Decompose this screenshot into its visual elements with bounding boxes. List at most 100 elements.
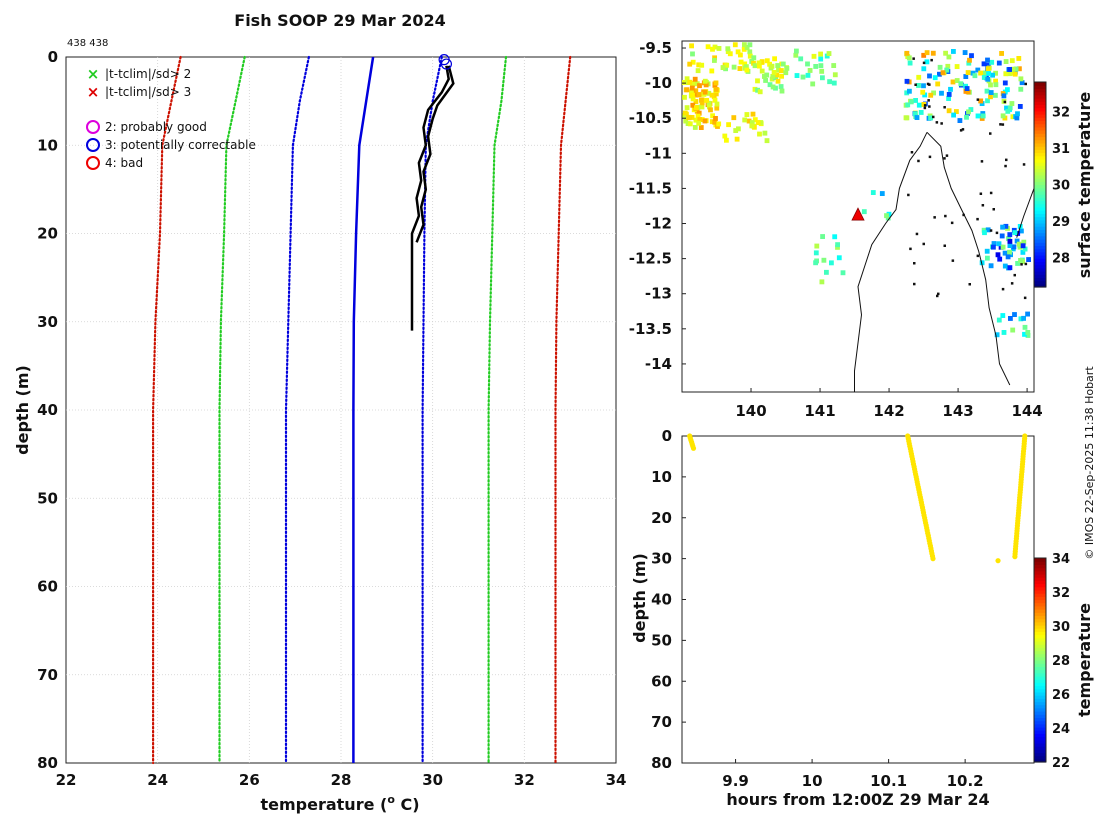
map-island (917, 159, 920, 163)
legend-qc2-icon (86, 120, 100, 134)
temperature-colorbar-segment (1034, 650, 1046, 655)
map-sst-cell (921, 66, 927, 72)
temperature-colorbar-segment (1034, 723, 1046, 728)
map-sst-cell (699, 100, 705, 106)
map-sst-cell (978, 98, 984, 104)
legend-flag-2-label: |t-tclim|/sd> 2 (105, 67, 191, 81)
map-sst-cell (1014, 238, 1020, 244)
map-sst-cell (980, 113, 986, 119)
map-sst-cell (906, 55, 912, 61)
map-sst-cell (742, 61, 748, 67)
map-colorbar-segment (1034, 136, 1046, 141)
map-sst-cell (702, 118, 708, 124)
map-sst-cell (723, 66, 728, 72)
map-colorbar-segment (1034, 162, 1046, 166)
map-colorbar-segment (1034, 274, 1046, 278)
map-sst-cell (716, 46, 722, 51)
map-island (927, 99, 930, 102)
temperature-colorbar-segment (1034, 567, 1046, 572)
map-sst-cell (914, 115, 920, 120)
map-sst-cell (924, 59, 930, 65)
map-sst-cell (724, 62, 730, 68)
map-colorbar-segment (1034, 171, 1046, 176)
map-sst-cell (1010, 66, 1016, 72)
map-colorbar-segment (1034, 114, 1046, 118)
temperature-colorbar-tick-label: 30 (1052, 620, 1070, 635)
map-sst-cell (920, 89, 926, 95)
map-sst-cell (757, 89, 763, 95)
map-island (1001, 123, 1005, 126)
map-sst-cell (835, 242, 840, 248)
map-sst-cell (913, 98, 918, 103)
temperature-colorbar-tick-label: 26 (1052, 688, 1070, 703)
map-sst-cell (946, 108, 952, 114)
temperature-colorbar-segment (1034, 599, 1046, 604)
map-island (1024, 262, 1028, 266)
map-colorbar-tick-label: 30 (1052, 179, 1070, 194)
map-y-tick-label: -10 (645, 74, 672, 92)
map-sst-cell (1000, 224, 1005, 230)
depth-time-y-tick-label: 20 (651, 509, 672, 527)
map-colorbar-segment (1034, 104, 1046, 109)
map-island (1010, 282, 1014, 285)
map-sst-cell (940, 70, 946, 76)
temperature-colorbar-segment (1034, 647, 1046, 652)
map-sst-cell (684, 105, 690, 111)
map-sst-cell (1019, 228, 1024, 234)
map-sst-cell (708, 107, 713, 113)
temperature-colorbar-segment (1034, 669, 1046, 674)
profile-series-line (284, 55, 310, 765)
profile-series-line (152, 55, 182, 765)
temperature-colorbar-segment (1034, 644, 1046, 648)
map-sst-cell (690, 81, 695, 87)
map-sst-cell (697, 83, 702, 89)
map-sst-cell (1018, 258, 1023, 263)
depth-time-point (690, 445, 697, 451)
map-colorbar-tick-label: 31 (1052, 142, 1070, 157)
depth-time-y-axis-label: depth (m) (630, 553, 649, 643)
map-sst-cells (682, 42, 1031, 338)
map-colorbar-segment (1034, 123, 1046, 128)
temperature-colorbar-segment (1034, 602, 1046, 607)
map-sst-cell (1017, 104, 1023, 109)
temperature-colorbar-segment (1034, 691, 1046, 696)
profile-qc-marker (440, 58, 453, 70)
map-sst-cell (762, 130, 768, 136)
map-sst-cell (986, 71, 991, 76)
map-colorbar-segment (1034, 178, 1046, 182)
temperature-colorbar-segment (1034, 679, 1046, 683)
map-sst-cell (697, 117, 703, 122)
map-sst-cell (981, 61, 987, 67)
map-sst-cell (695, 68, 701, 74)
map-sst-cell (964, 86, 970, 91)
map-sst-cell (886, 211, 892, 217)
map-colorbar-segment (1034, 264, 1046, 269)
map-sst-cell (693, 92, 699, 98)
map-sst-cell (966, 60, 972, 66)
map-island (980, 160, 984, 163)
profile-ticks: 22 24 26 28 30 32 34 0 10 20 30 40 50 60 70 80 (37, 48, 626, 789)
temperature-colorbar-segment (1034, 640, 1046, 645)
map-colorbar-segment (1034, 239, 1046, 243)
map-island (922, 242, 925, 246)
map-sst-cell (1002, 80, 1008, 86)
map-sst-cell (916, 83, 921, 88)
map-sst-cell (689, 85, 695, 91)
map-sst-cell (954, 78, 960, 83)
temperature-colorbar-segment (1034, 656, 1046, 661)
map-colorbar: 28 29 30 31 32 (1033, 81, 1070, 288)
temperature-colorbar-segment (1034, 621, 1046, 626)
map-sst-cell (734, 136, 740, 142)
map-sst-cell (988, 94, 993, 100)
map-sst-cell (1010, 114, 1016, 120)
map-sst-cell (1011, 244, 1017, 250)
map-sst-cell (770, 74, 776, 79)
map-colorbar-segment (1034, 181, 1046, 186)
map-sst-cell (686, 114, 691, 120)
map-sst-cell (774, 72, 780, 78)
map-sst-cell (943, 50, 948, 56)
map-sst-cell (706, 100, 712, 106)
temperature-colorbar-segment (1034, 739, 1046, 744)
map-sst-cell (1002, 263, 1008, 269)
map-sst-cell (1005, 87, 1010, 93)
